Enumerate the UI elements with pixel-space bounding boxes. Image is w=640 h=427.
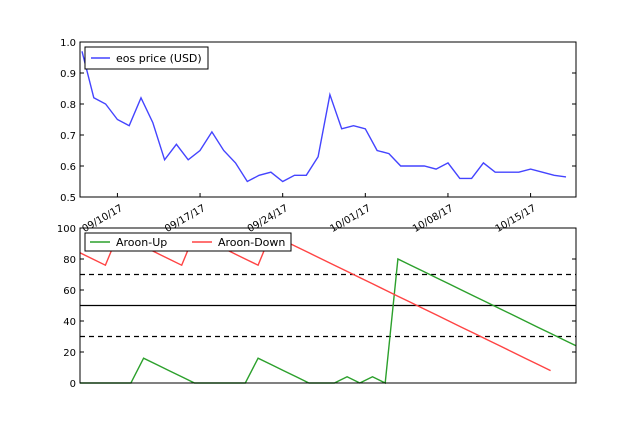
aroon-y-tick-label: 0 [70, 379, 76, 390]
price-y-tick-label: 0.6 [60, 162, 76, 173]
price-y-axis: 0.5 0.6 0.7 0.8 0.9 1.0 [60, 38, 576, 204]
aroon-series-line [79, 233, 551, 372]
price-plot-frame [79, 41, 577, 198]
price-series-line [81, 51, 567, 183]
price-legend: eos price (USD) [84, 46, 209, 70]
aroon-y-tick-label: 80 [63, 255, 76, 266]
price-series-layer [81, 51, 567, 183]
aroon-panel: 0 20 40 60 80 100 Aroon-Up Aroon-Down [57, 224, 577, 390]
aroon-down-legend-label: Aroon-Down [218, 236, 285, 249]
aroon-y-tick-label: 40 [63, 317, 76, 328]
aroon-y-tick-label: 20 [63, 348, 76, 359]
price-y-tick-label: 1.0 [60, 38, 76, 49]
aroon-y-tick-label: 60 [63, 286, 76, 297]
aroon-legend-box [84, 232, 292, 252]
aroon-y-tick-label: 100 [57, 224, 76, 235]
price-y-tick-label: 0.5 [60, 193, 76, 204]
price-legend-box [84, 46, 209, 70]
aroon-y-axis: 0 20 40 60 80 100 [57, 224, 576, 390]
price-y-tick-label: 0.8 [60, 100, 76, 111]
aroon-plot-frame [79, 227, 577, 384]
price-y-tick-label: 0.7 [60, 131, 76, 142]
price-y-tick-label: 0.9 [60, 69, 76, 80]
aroon-up-legend-label: Aroon-Up [116, 236, 167, 249]
aroon-legend: Aroon-Up Aroon-Down [84, 232, 292, 252]
price-legend-label: eos price (USD) [116, 52, 202, 65]
